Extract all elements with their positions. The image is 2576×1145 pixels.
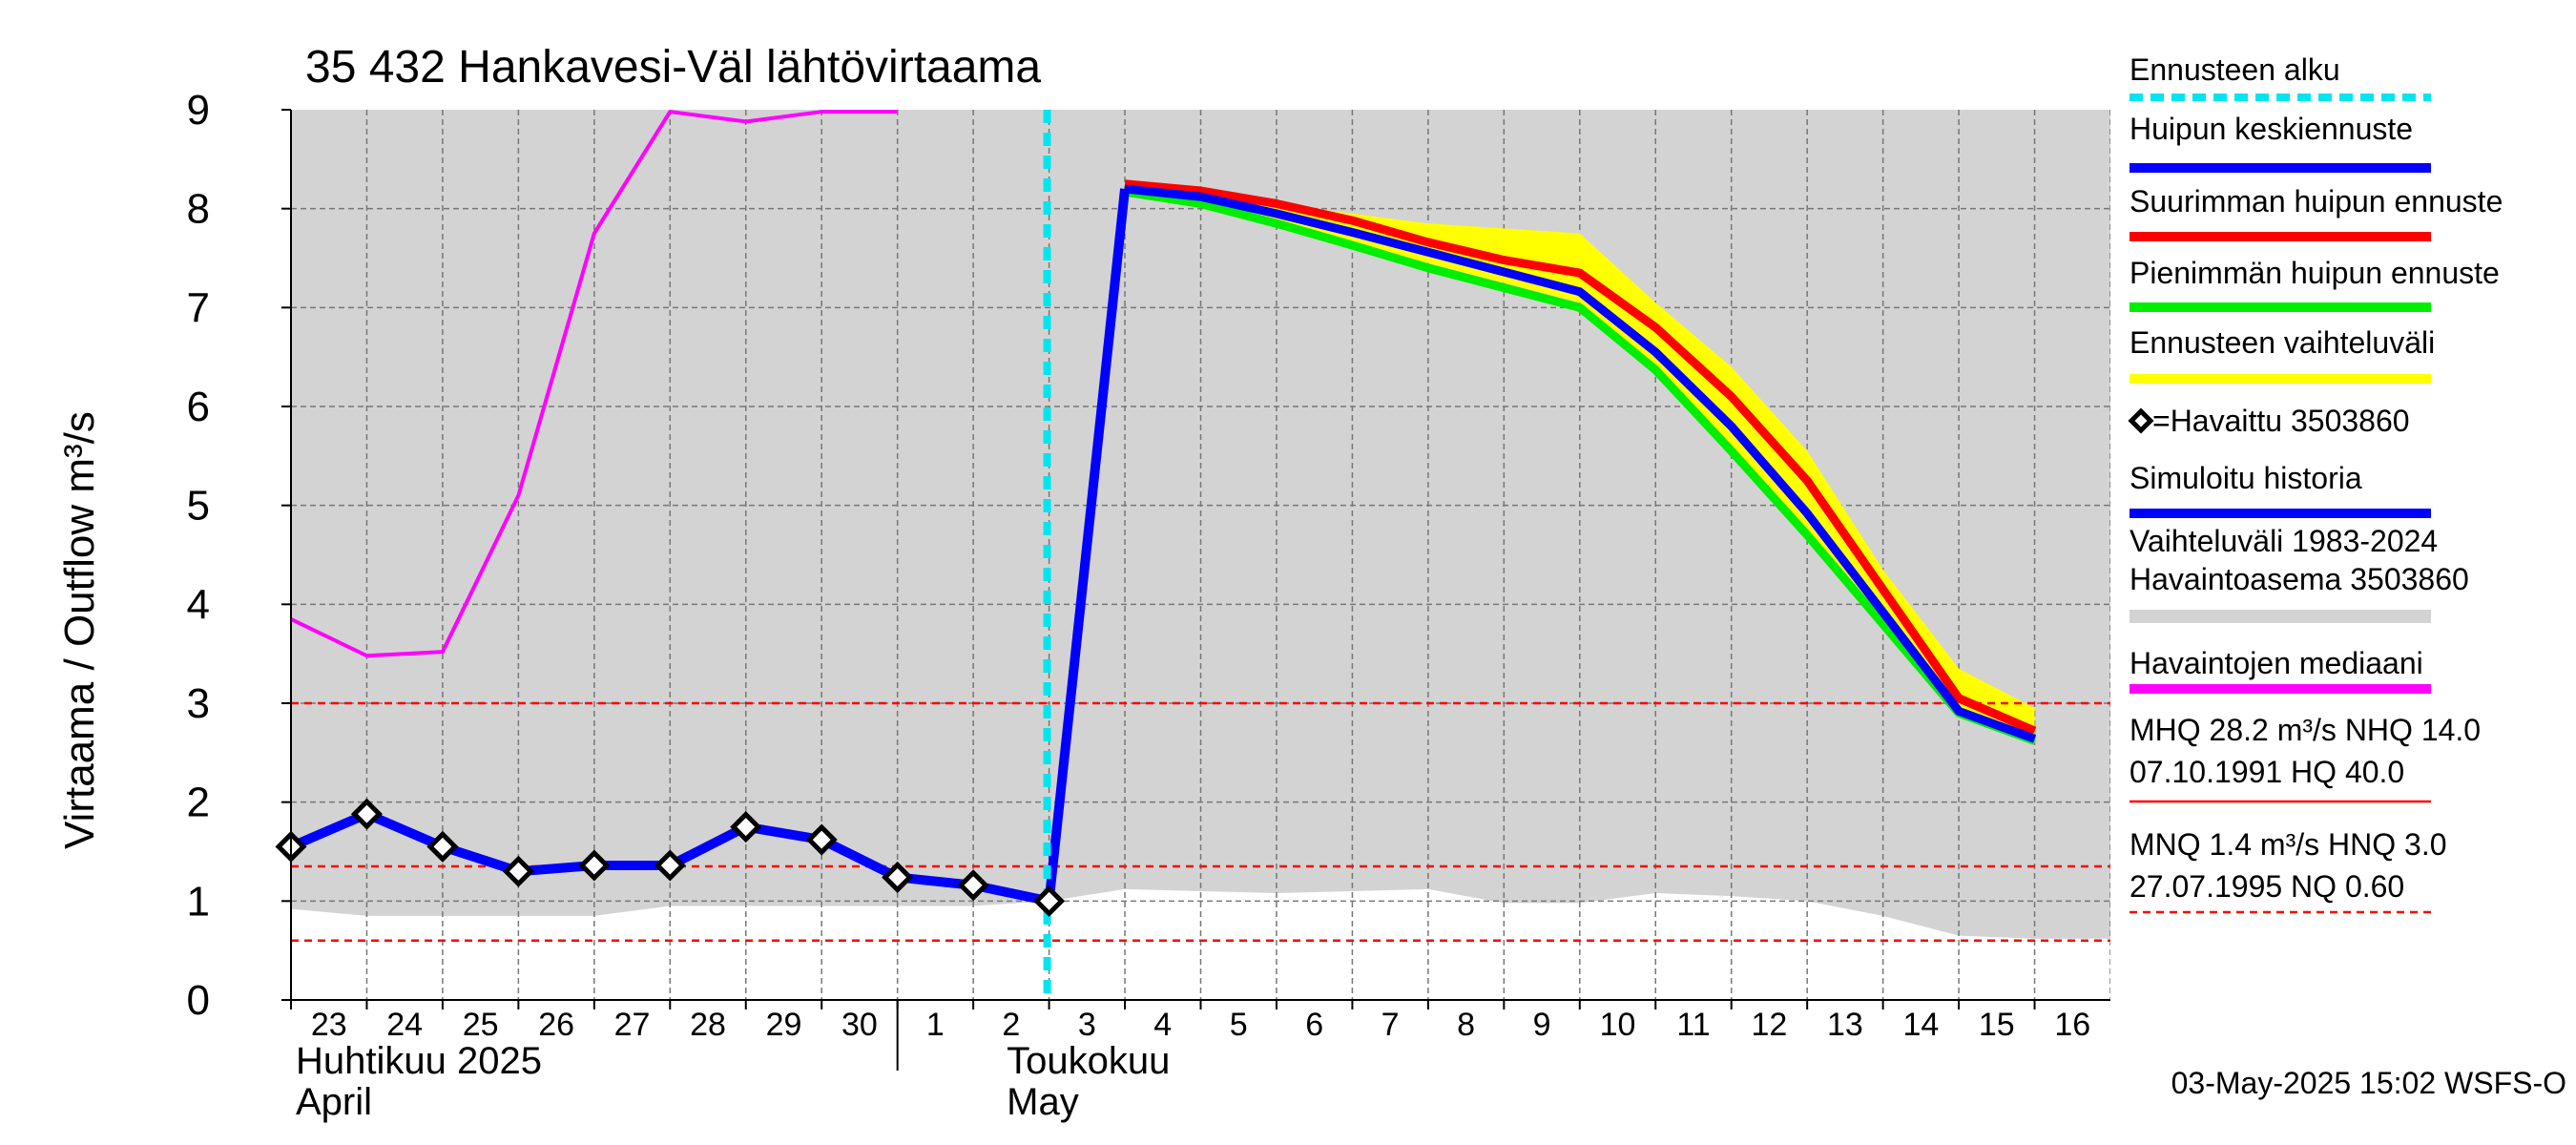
legend-item: Havaintojen mediaani <box>2129 646 2431 694</box>
x-tick-label: 28 <box>690 1007 726 1043</box>
legend-marker <box>2128 407 2154 434</box>
month-label-en: May <box>1007 1081 1079 1123</box>
x-tick-label: 7 <box>1381 1007 1400 1043</box>
x-axis: 23 24 25 26 27 28 29 30 1 2 3 4 5 6 7 8 9 10 11 12 13 14 15 16H… <box>290 1000 2090 1123</box>
observed-marker <box>805 823 838 856</box>
x-tick-label: 29 <box>766 1007 802 1043</box>
timestamp: 03-May-2025 15:02 WSFS-O <box>2171 1066 2566 1100</box>
x-tick-label: 8 <box>1457 1007 1475 1043</box>
x-tick-label: 13 <box>1827 1007 1863 1043</box>
plot-series <box>291 110 2110 1000</box>
y-tick-label: 3 <box>187 680 210 727</box>
legend-label: MNQ 1.4 m³/s HNQ 3.0 <box>2129 827 2447 862</box>
legend-item: Huipun keskiennuste <box>2129 112 2431 173</box>
legend: Ennusteen alku Huipun keskiennuste Suurimm… <box>2128 52 2503 914</box>
legend-label-second-line: Havaintoasema 3503860 <box>2129 562 2469 596</box>
min-peak-forecast-line <box>1124 187 2037 745</box>
observed-marker <box>730 811 762 843</box>
x-tick-label: 6 <box>1305 1007 1323 1043</box>
y-tick-label: 8 <box>187 186 210 233</box>
legend-item: MHQ 28.2 m³/s NHQ 14.0 07.10.1991 HQ 40.0 <box>2129 713 2481 803</box>
x-tick-label: 10 <box>1600 1007 1636 1043</box>
y-tick-label: 2 <box>187 780 210 826</box>
legend-label: Vaihteluväli 1983-2024 <box>2129 524 2438 558</box>
month-label-fi: Toukokuu <box>1007 1040 1170 1082</box>
legend-label: Suurimman huipun ennuste <box>2129 184 2503 219</box>
legend-item: Ennusteen alku <box>2129 52 2431 101</box>
legend-label: Havaintojen mediaani <box>2129 646 2423 680</box>
x-tick-label: 26 <box>538 1007 574 1043</box>
legend-item: Simuloitu historia <box>2129 461 2431 518</box>
x-tick-label: 25 <box>463 1007 499 1043</box>
observed-marker <box>1033 885 1066 917</box>
y-tick-label: 7 <box>187 284 210 331</box>
x-tick-label: 14 <box>1902 1007 1939 1043</box>
x-tick-label: 12 <box>1752 1007 1788 1043</box>
x-tick-label: 3 <box>1078 1007 1096 1043</box>
legend-label: Pienimmän huipun ennuste <box>2129 256 2500 290</box>
y-tick-label: 9 <box>187 87 210 134</box>
legend-label: Huipun keskiennuste <box>2129 112 2413 146</box>
legend-item: =Havaittu 3503860 <box>2128 404 2410 438</box>
month-label-en: April <box>296 1081 372 1123</box>
y-tick-label: 5 <box>187 483 210 530</box>
x-tick-label: 2 <box>1002 1007 1020 1043</box>
legend-label: Ennusteen alku <box>2129 52 2340 87</box>
legend-item: Ennusteen vaihteluväli <box>2129 325 2435 384</box>
observed-marker <box>350 798 383 830</box>
observed-marker <box>502 855 534 887</box>
observed-marker <box>957 869 989 902</box>
y-axis-label: Virtaama / Outflow m³/s <box>56 411 103 849</box>
legend-item: Suurimman huipun ennuste <box>2129 184 2503 241</box>
observed-median-line <box>291 110 898 658</box>
x-tick-label: 11 <box>1676 1007 1710 1043</box>
legend-label-second-line: 07.10.1991 HQ 40.0 <box>2129 755 2404 789</box>
y-tick-label: 4 <box>187 581 210 628</box>
x-tick-label: 23 <box>311 1007 347 1043</box>
chart-title: 35 432 Hankavesi-Väl lähtövirtaama <box>305 42 1041 93</box>
observed-marker <box>426 830 459 863</box>
legend-label-second-line: 27.07.1995 NQ 0.60 <box>2129 869 2404 904</box>
x-tick-label: 30 <box>841 1007 878 1043</box>
legend-label: Ennusteen vaihteluväli <box>2129 325 2435 360</box>
legend-item: Vaihteluväli 1983-2024 Havaintoasema 350… <box>2129 524 2469 623</box>
x-tick-label: 15 <box>1979 1007 2015 1043</box>
x-tick-label: 5 <box>1230 1007 1248 1043</box>
x-tick-label: 24 <box>386 1007 423 1043</box>
y-tick-label: 6 <box>187 384 210 430</box>
legend-label: MHQ 28.2 m³/s NHQ 14.0 <box>2129 713 2481 747</box>
observed-marker <box>882 861 914 893</box>
plot-area <box>275 110 2110 1001</box>
legend-label: =Havaittu 3503860 <box>2152 404 2410 438</box>
legend-label: Simuloitu historia <box>2129 461 2362 495</box>
y-tick-label: 1 <box>187 878 210 925</box>
y-tick-label: 0 <box>187 977 210 1024</box>
legend-item: MNQ 1.4 m³/s HNQ 3.0 27.07.1995 NQ 0.60 <box>2129 827 2447 914</box>
y-axis: 0 1 2 3 4 5 6 7 8 9 <box>187 87 291 1024</box>
observed-marker <box>654 849 686 882</box>
max-peak-forecast-line <box>1124 179 2037 736</box>
x-tick-label: 16 <box>2054 1007 2090 1043</box>
mean-peak-forecast-line <box>1124 184 2037 743</box>
x-tick-label: 27 <box>614 1007 651 1043</box>
x-tick-label: 4 <box>1153 1007 1172 1043</box>
x-tick-label: 1 <box>926 1007 945 1043</box>
observed-marker <box>578 849 611 882</box>
legend-item: Pienimmän huipun ennuste <box>2129 256 2500 312</box>
x-tick-label: 9 <box>1533 1007 1551 1043</box>
month-label-fi: Huhtikuu 2025 <box>296 1040 542 1082</box>
